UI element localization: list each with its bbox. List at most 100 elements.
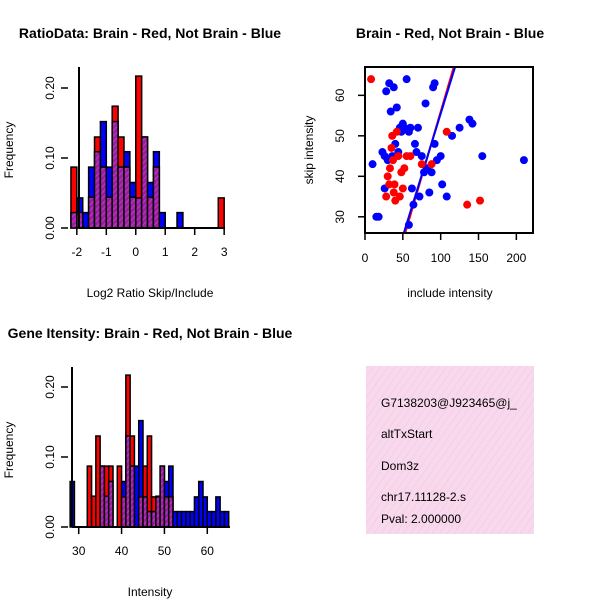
ratio-bar-overlap bbox=[111, 120, 119, 229]
scatter-plot-box bbox=[364, 66, 534, 234]
scatter-x-tick-label: 100 bbox=[431, 251, 451, 265]
ratio-bar-overlap bbox=[129, 196, 137, 229]
scatter-point-not-brain bbox=[368, 160, 377, 169]
scatter-point-not-brain bbox=[425, 188, 434, 197]
scatter-point-brain bbox=[385, 164, 394, 173]
scatter-point-not-brain bbox=[415, 192, 424, 201]
scatter-x-label: include intensity bbox=[407, 286, 492, 300]
intensity-y-tick-label: 0.20 bbox=[43, 375, 57, 399]
scatter-title: Brain - Red, Not Brain - Blue bbox=[356, 25, 544, 41]
ratio-x-ticks: -2 -1 0 1 2 3 bbox=[72, 228, 228, 259]
ratio-y-tick-label: 0.00 bbox=[43, 216, 57, 240]
scatter-panel: Brain - Red, Not Brain - Blue 0 50 100 150 2… bbox=[302, 25, 544, 300]
scatter-y-label: skip intensity bbox=[302, 116, 316, 185]
scatter-y-tick-label: 60 bbox=[333, 88, 347, 102]
intensity-x-tick-label: 50 bbox=[158, 544, 172, 558]
intensity-y-ticks: 0.00 0.10 0.20 bbox=[43, 375, 68, 539]
intensity-histogram-panel: Gene Itensity: Brain - Red, Not Brain - … bbox=[2, 325, 293, 599]
info-gene-symbol: Dom3z bbox=[381, 459, 419, 473]
scatter-point-not-brain bbox=[438, 180, 447, 189]
scatter-point-brain bbox=[476, 196, 485, 205]
scatter-x-tick-label: 0 bbox=[362, 251, 369, 265]
ratio-histogram-title: RatioData: Brain - Red, Not Brain - Blue bbox=[19, 25, 281, 41]
scatter-point-brain bbox=[390, 180, 399, 189]
info-pval: Pval: 2.000000 bbox=[381, 512, 461, 526]
intensity-y-tick-label: 0.00 bbox=[43, 515, 57, 539]
scatter-point-not-brain bbox=[427, 168, 436, 177]
scatter-point-brain bbox=[392, 127, 401, 136]
ratio-bar-overlap bbox=[140, 136, 149, 229]
ratio-bar-overlap bbox=[105, 196, 113, 229]
ratio-bar-overlap bbox=[135, 197, 143, 229]
scatter-y-tick-label: 30 bbox=[333, 210, 347, 224]
intensity-x-label: Intensity bbox=[128, 585, 173, 599]
ratio-bar-overlap bbox=[93, 150, 102, 229]
ratio-y-label: Frequency bbox=[2, 122, 16, 179]
scatter-point-not-brain bbox=[417, 152, 426, 161]
scatter-point-not-brain bbox=[407, 184, 416, 193]
scatter-point-brain bbox=[442, 127, 451, 136]
scatter-point-brain bbox=[394, 152, 403, 161]
intensity-bar-overlap bbox=[107, 480, 114, 528]
ratio-bar-not-brain bbox=[176, 211, 184, 229]
intensity-x-tick-label: 40 bbox=[115, 544, 129, 558]
scatter-point-not-brain bbox=[468, 119, 477, 128]
scatter-point-not-brain bbox=[404, 220, 413, 229]
scatter-fit-line-not-brain bbox=[402, 67, 457, 233]
scatter-x-ticks: 0 50 100 150 200 bbox=[362, 233, 527, 265]
ratio-x-label: Log2 Ratio Skip/Include bbox=[87, 286, 214, 300]
ratio-bar-overlap bbox=[152, 166, 161, 229]
scatter-x-tick-label: 150 bbox=[468, 251, 488, 265]
scatter-point-not-brain bbox=[436, 152, 445, 161]
scatter-point-not-brain bbox=[413, 123, 422, 132]
scatter-point-not-brain bbox=[430, 139, 439, 148]
intensity-histogram-bars bbox=[69, 374, 230, 528]
scatter-x-tick-label: 50 bbox=[396, 251, 410, 265]
ratio-x-tick-label: 1 bbox=[162, 245, 169, 259]
scatter-point-brain bbox=[382, 192, 391, 201]
scatter-point-not-brain bbox=[421, 99, 430, 108]
info-box bbox=[366, 366, 534, 534]
intensity-bar-not-brain bbox=[223, 510, 230, 528]
scatter-point-brain bbox=[417, 160, 426, 169]
ratio-y-tick-label: 0.10 bbox=[43, 146, 57, 170]
ratio-x-tick-label: 0 bbox=[132, 245, 139, 259]
ratio-y-ticks: 0.00 0.10 0.20 bbox=[43, 76, 68, 240]
ratio-bar-overlap bbox=[99, 166, 108, 229]
scatter-point-not-brain bbox=[402, 75, 411, 84]
ratio-y-tick-label: 0.20 bbox=[43, 76, 57, 100]
scatter-y-tick-label: 40 bbox=[333, 169, 347, 183]
scatter-point-brain bbox=[398, 184, 407, 193]
ratio-bar-overlap bbox=[70, 211, 78, 229]
scatter-point-not-brain bbox=[442, 192, 451, 201]
ratio-x-tick-label: -1 bbox=[101, 245, 112, 259]
scatter-point-not-brain bbox=[478, 152, 487, 161]
scatter-fit-lines bbox=[402, 67, 457, 233]
scatter-point-brain bbox=[400, 164, 409, 173]
ratio-x-tick-label: 3 bbox=[221, 245, 228, 259]
intensity-x-tick-label: 60 bbox=[201, 544, 215, 558]
ratio-bar-overlap bbox=[87, 196, 96, 229]
scatter-point-brain bbox=[427, 160, 436, 169]
intensity-y-label: Frequency bbox=[2, 422, 16, 479]
scatter-point-brain bbox=[395, 192, 404, 201]
scatter-point-not-brain bbox=[409, 200, 418, 209]
ratio-bar-overlap bbox=[117, 166, 125, 229]
scatter-point-brain bbox=[367, 75, 376, 84]
ratio-histogram-panel: RatioData: Brain - Red, Not Brain - Blue… bbox=[2, 25, 281, 300]
scatter-point-brain bbox=[387, 143, 396, 152]
scatter-y-ticks: 30 40 50 60 bbox=[333, 88, 365, 223]
scatter-point-not-brain bbox=[519, 156, 528, 165]
scatter-point-not-brain bbox=[455, 123, 464, 132]
scatter-point-not-brain bbox=[386, 107, 395, 116]
intensity-x-tick-label: 30 bbox=[72, 544, 86, 558]
scatter-point-not-brain bbox=[430, 79, 439, 88]
ratio-bar-overlap bbox=[123, 166, 131, 229]
ratio-x-tick-label: 2 bbox=[191, 245, 198, 259]
info-panel: G7138203@J923465@j_ altTxStart Dom3z chr… bbox=[366, 366, 534, 534]
scatter-point-brain bbox=[383, 172, 392, 181]
ratio-bar-overlap bbox=[146, 196, 155, 229]
info-event-type: altTxStart bbox=[381, 427, 433, 441]
ratio-x-tick-label: -2 bbox=[72, 245, 83, 259]
